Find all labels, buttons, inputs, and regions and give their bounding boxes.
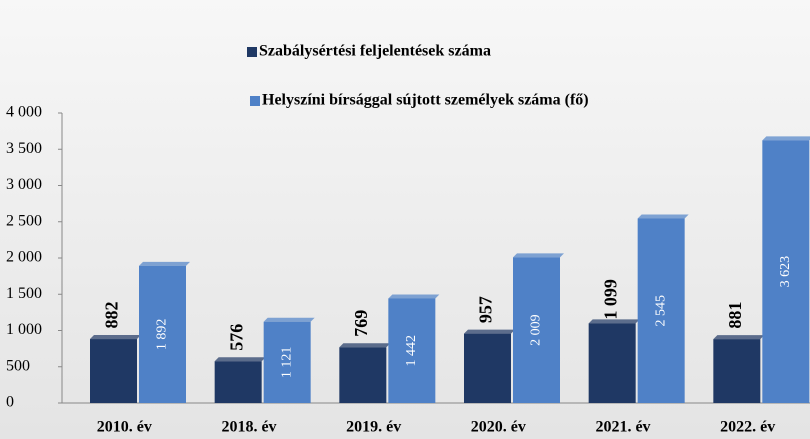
bar-top <box>339 343 391 348</box>
bar <box>90 339 137 403</box>
x-tick-label: 2018. év <box>221 419 276 436</box>
bar <box>637 218 685 403</box>
bar-top <box>263 317 315 322</box>
data-label: 1 099 <box>600 279 620 320</box>
bar-top <box>637 214 689 219</box>
y-tick-label: 1 500 <box>6 285 42 302</box>
data-label: 957 <box>476 296 496 323</box>
data-label: 882 <box>102 302 122 329</box>
bar <box>513 257 560 403</box>
x-tick-label: 2022. év <box>720 419 775 436</box>
y-tick-label: 2 000 <box>6 249 42 266</box>
bar-top <box>588 319 640 324</box>
x-tick-label: 2010. év <box>97 419 152 436</box>
y-tick-label: 1 000 <box>6 321 42 338</box>
data-label: 2 009 <box>529 314 544 346</box>
bar <box>588 323 636 403</box>
data-label: 1 121 <box>279 347 294 379</box>
bar-top <box>139 261 190 266</box>
x-tick-label: 2020. év <box>471 419 526 436</box>
bar-top <box>513 253 564 258</box>
y-tick-label: 0 <box>6 394 14 411</box>
x-tick-label: 2019. év <box>346 419 401 436</box>
bar <box>214 361 262 403</box>
y-tick-label: 2 500 <box>6 212 42 229</box>
bar <box>388 298 436 403</box>
bar <box>762 140 810 403</box>
data-label: 3 623 <box>778 256 793 288</box>
bar-top <box>90 335 141 340</box>
data-label: 881 <box>725 302 745 329</box>
y-tick-label: 3 500 <box>6 140 42 157</box>
bar <box>339 347 387 403</box>
legend-swatch <box>250 96 260 106</box>
x-tick-label: 2021. év <box>595 419 650 436</box>
data-label: 2 545 <box>653 295 668 327</box>
y-tick-label: 500 <box>6 357 30 374</box>
legend-label: Helyszíni bírsággal sújtott személyek sz… <box>262 92 589 109</box>
bar <box>139 265 186 403</box>
bar-top <box>762 136 810 141</box>
bar <box>713 339 761 403</box>
bar-top <box>713 335 765 340</box>
legend-label: Szabálysértési feljelentések száma <box>259 43 491 60</box>
bar-top <box>214 357 266 362</box>
data-label: 1 892 <box>155 319 170 351</box>
legend-swatch <box>247 47 257 57</box>
bar <box>464 333 511 403</box>
data-label: 576 <box>226 324 246 351</box>
bar <box>263 321 311 403</box>
y-tick-label: 4 000 <box>6 104 42 121</box>
bar-top <box>464 329 515 334</box>
data-label: 769 <box>351 310 371 337</box>
y-tick-label: 3 000 <box>6 176 42 193</box>
data-label: 1 442 <box>404 335 419 367</box>
bar-top <box>388 294 440 299</box>
